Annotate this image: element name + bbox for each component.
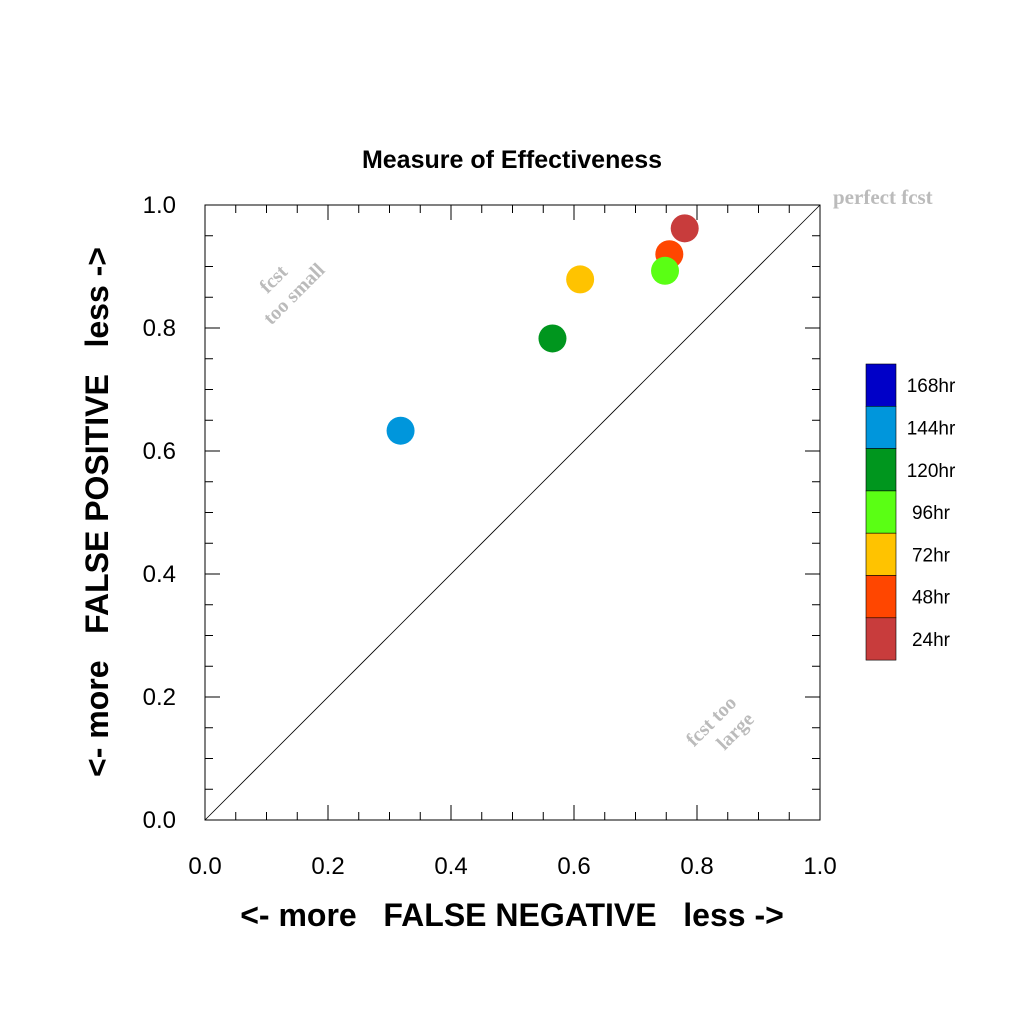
legend-label-168hr: 168hr <box>907 376 956 397</box>
x-tick-label: 0.4 <box>434 853 467 880</box>
diagonal-line <box>204 204 821 821</box>
annotation-too-large: fcst too large <box>682 692 759 755</box>
y-tick-label: 0.4 <box>143 561 176 588</box>
y-tick-label: 0.2 <box>143 684 176 711</box>
legend-label-120hr: 120hr <box>907 461 956 482</box>
data-points <box>386 214 699 445</box>
point-72hr <box>566 265 595 294</box>
y-tick-label: 0.0 <box>143 807 176 834</box>
point-24hr <box>670 214 699 243</box>
axis-ticks <box>204 204 821 821</box>
y-axis-label: <- more FALSE POSITIVE less -> <box>79 247 115 777</box>
x-tick-labels: 0.0 0.2 0.4 0.6 0.8 1.0 <box>188 853 836 880</box>
point-120hr <box>538 324 567 353</box>
annotation-too-small: fcst too small <box>255 259 329 329</box>
y-tick-labels: 0.0 0.2 0.4 0.6 0.8 1.0 <box>143 192 176 834</box>
x-tick-label: 0.8 <box>680 853 713 880</box>
legend-swatch-24hr <box>865 617 897 661</box>
x-tick-label: 0.6 <box>557 853 590 880</box>
legend-label-24hr: 24hr <box>912 630 951 651</box>
y-tick-label: 0.6 <box>143 438 176 465</box>
legend-swatch-120hr <box>865 448 897 492</box>
legend-swatch-48hr <box>865 575 897 619</box>
legend-swatch-96hr <box>865 490 897 534</box>
legend-label-96hr: 96hr <box>912 503 951 524</box>
x-axis-label: <- more FALSE NEGATIVE less -> <box>240 897 784 933</box>
legend-label-144hr: 144hr <box>907 418 956 439</box>
point-144hr <box>386 416 415 445</box>
annotation-perfect-fcst: perfect fcst <box>833 185 933 209</box>
legend-swatch-144hr <box>865 405 897 449</box>
x-tick-label: 1.0 <box>803 853 836 880</box>
legend-swatch-72hr <box>865 532 897 576</box>
x-tick-label: 0.0 <box>188 853 221 880</box>
legend-label-72hr: 72hr <box>912 545 951 566</box>
point-96hr <box>651 256 680 285</box>
legend-label-48hr: 48hr <box>912 588 951 609</box>
y-tick-label: 0.8 <box>143 315 176 342</box>
x-tick-label: 0.2 <box>311 853 344 880</box>
chart-title: Measure of Effectiveness <box>362 146 662 174</box>
legend: 168hr 144hr 120hr 96hr 72hr 48hr 24hr <box>865 363 956 661</box>
legend-swatch-168hr <box>865 363 897 407</box>
y-tick-label: 1.0 <box>143 192 176 219</box>
